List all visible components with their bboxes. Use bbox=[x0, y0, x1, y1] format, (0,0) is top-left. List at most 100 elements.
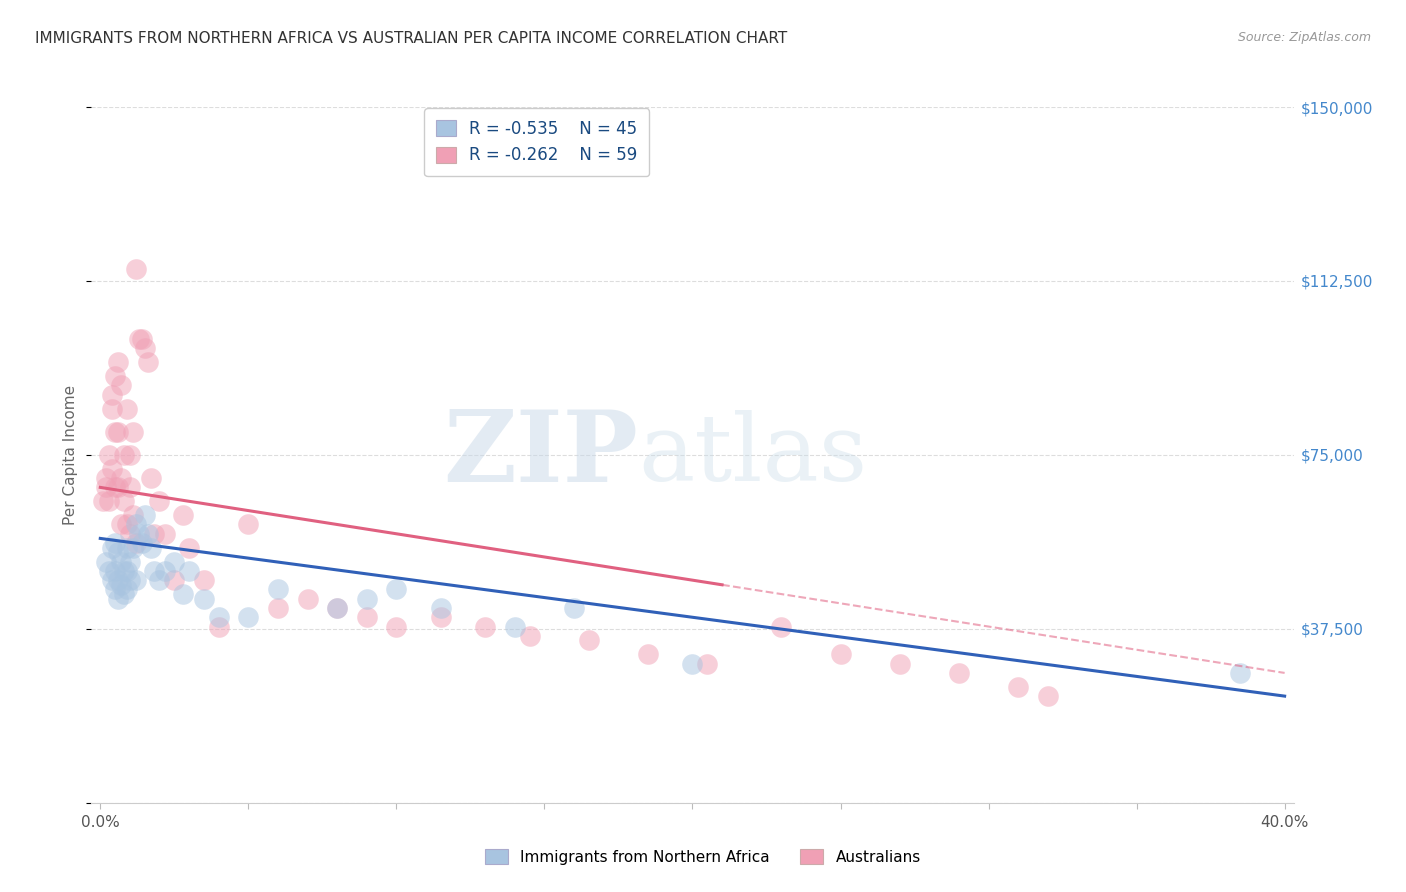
Point bbox=[131, 332, 153, 346]
Point bbox=[96, 480, 118, 494]
Point bbox=[112, 564, 135, 578]
Point bbox=[96, 471, 118, 485]
Point bbox=[107, 573, 129, 587]
Point bbox=[637, 648, 659, 662]
Point bbox=[104, 564, 127, 578]
Point bbox=[101, 462, 124, 476]
Point bbox=[134, 508, 156, 523]
Point bbox=[889, 657, 911, 671]
Text: IMMIGRANTS FROM NORTHERN AFRICA VS AUSTRALIAN PER CAPITA INCOME CORRELATION CHAR: IMMIGRANTS FROM NORTHERN AFRICA VS AUSTR… bbox=[35, 31, 787, 46]
Text: Source: ZipAtlas.com: Source: ZipAtlas.com bbox=[1237, 31, 1371, 45]
Point bbox=[118, 448, 141, 462]
Point bbox=[125, 262, 148, 277]
Point bbox=[104, 369, 127, 384]
Legend: Immigrants from Northern Africa, Australians: Immigrants from Northern Africa, Austral… bbox=[479, 843, 927, 871]
Point bbox=[128, 332, 150, 346]
Point bbox=[128, 526, 150, 541]
Point bbox=[98, 494, 121, 508]
Point bbox=[1007, 680, 1029, 694]
Point bbox=[107, 355, 129, 369]
Text: ZIP: ZIP bbox=[443, 407, 638, 503]
Point bbox=[429, 601, 451, 615]
Point bbox=[107, 545, 129, 559]
Point bbox=[139, 471, 162, 485]
Text: atlas: atlas bbox=[638, 410, 868, 500]
Point bbox=[696, 657, 718, 671]
Point bbox=[107, 591, 129, 606]
Point bbox=[142, 564, 165, 578]
Point bbox=[385, 619, 408, 633]
Point bbox=[356, 610, 378, 624]
Point bbox=[115, 564, 138, 578]
Point bbox=[385, 582, 408, 597]
Point bbox=[1229, 665, 1251, 680]
Point bbox=[326, 601, 349, 615]
Point bbox=[118, 526, 141, 541]
Point bbox=[125, 536, 148, 550]
Point bbox=[107, 425, 129, 439]
Point bbox=[1036, 689, 1059, 703]
Point bbox=[98, 564, 121, 578]
Legend: R = -0.535    N = 45, R = -0.262    N = 59: R = -0.535 N = 45, R = -0.262 N = 59 bbox=[425, 109, 650, 176]
Point bbox=[121, 541, 143, 555]
Point bbox=[562, 601, 585, 615]
Point bbox=[115, 401, 138, 416]
Point bbox=[98, 448, 121, 462]
Point bbox=[503, 619, 526, 633]
Point bbox=[110, 555, 132, 569]
Point bbox=[177, 541, 200, 555]
Point bbox=[326, 601, 349, 615]
Point bbox=[297, 591, 319, 606]
Point bbox=[770, 619, 793, 633]
Point bbox=[356, 591, 378, 606]
Point bbox=[104, 425, 127, 439]
Point bbox=[208, 610, 231, 624]
Point bbox=[172, 587, 194, 601]
Point bbox=[131, 536, 153, 550]
Point bbox=[578, 633, 600, 648]
Point bbox=[155, 564, 177, 578]
Point bbox=[208, 619, 231, 633]
Point bbox=[125, 517, 148, 532]
Point bbox=[267, 601, 290, 615]
Point bbox=[681, 657, 703, 671]
Point bbox=[474, 619, 496, 633]
Point bbox=[115, 517, 138, 532]
Point bbox=[91, 494, 114, 508]
Point bbox=[193, 573, 215, 587]
Point bbox=[125, 573, 148, 587]
Point bbox=[830, 648, 852, 662]
Point bbox=[136, 355, 159, 369]
Point bbox=[142, 526, 165, 541]
Point bbox=[110, 471, 132, 485]
Point bbox=[96, 555, 118, 569]
Point bbox=[177, 564, 200, 578]
Point bbox=[112, 448, 135, 462]
Point bbox=[429, 610, 451, 624]
Point bbox=[115, 582, 138, 597]
Point bbox=[948, 665, 970, 680]
Point bbox=[110, 578, 132, 592]
Point bbox=[267, 582, 290, 597]
Point bbox=[112, 494, 135, 508]
Point bbox=[104, 480, 127, 494]
Point bbox=[104, 582, 127, 597]
Point bbox=[148, 494, 170, 508]
Point bbox=[110, 517, 132, 532]
Point bbox=[163, 573, 186, 587]
Point bbox=[136, 526, 159, 541]
Point bbox=[115, 541, 138, 555]
Point bbox=[155, 526, 177, 541]
Point bbox=[172, 508, 194, 523]
Point bbox=[104, 536, 127, 550]
Point bbox=[238, 517, 260, 532]
Point bbox=[112, 587, 135, 601]
Point bbox=[101, 401, 124, 416]
Point bbox=[121, 425, 143, 439]
Point bbox=[148, 573, 170, 587]
Point bbox=[118, 573, 141, 587]
Point bbox=[121, 508, 143, 523]
Point bbox=[101, 387, 124, 401]
Point bbox=[139, 541, 162, 555]
Point bbox=[107, 480, 129, 494]
